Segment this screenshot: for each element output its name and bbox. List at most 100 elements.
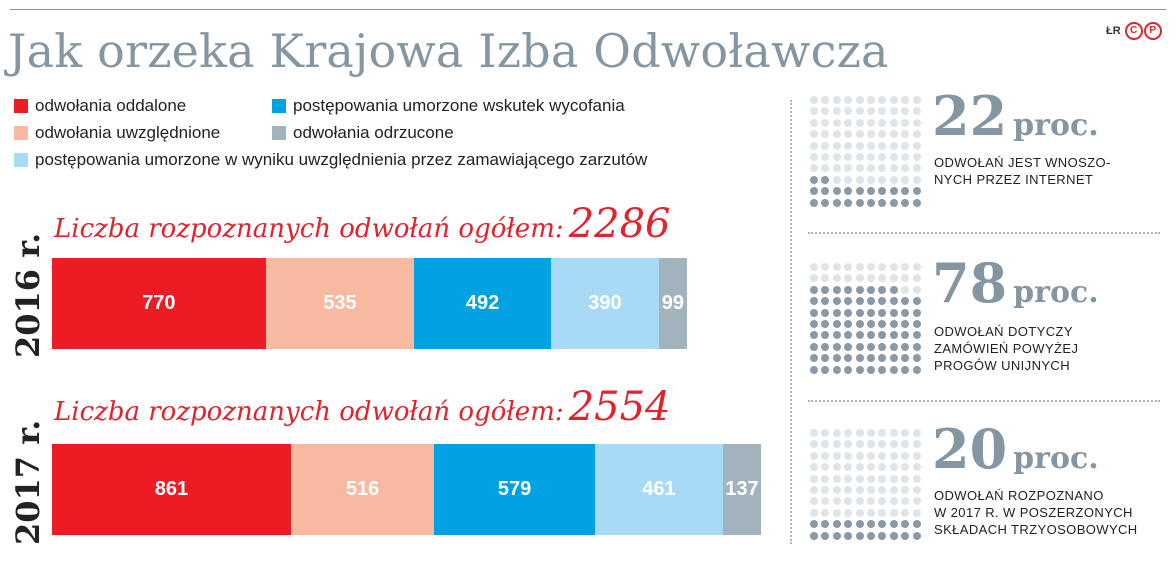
legend-swatch xyxy=(14,153,28,167)
stat-dot xyxy=(912,486,921,494)
stat-dot xyxy=(867,130,875,139)
stat-dot xyxy=(844,164,853,173)
legend-item-oddalone: odwołania oddalone xyxy=(14,96,186,116)
stat-dot xyxy=(867,497,875,506)
stat-dot xyxy=(810,331,818,340)
stat-dot xyxy=(912,365,921,374)
stat-dot xyxy=(889,474,898,483)
stat-dot xyxy=(855,320,864,328)
stat-dot xyxy=(855,164,864,173)
stat-dot xyxy=(821,198,830,207)
stat-dot xyxy=(867,429,875,437)
stat-dot xyxy=(844,130,853,139)
bar-value-label: 461 xyxy=(642,478,676,500)
logo-letter-c: C xyxy=(1124,22,1143,40)
stat-dot xyxy=(810,508,818,517)
stat-dot xyxy=(832,486,841,494)
stat-dot xyxy=(878,187,887,196)
legend-label: odwołania odrzucone xyxy=(293,123,454,142)
stat-dot xyxy=(889,107,898,116)
legend-swatch xyxy=(14,99,28,113)
stat-dot xyxy=(901,463,910,472)
stat-dot xyxy=(810,342,818,351)
stat-dot xyxy=(844,198,853,207)
stat-dot xyxy=(832,497,841,506)
stat-dot xyxy=(889,175,898,184)
stat-dot xyxy=(878,308,887,317)
stat-dot xyxy=(855,285,864,294)
stat-dot xyxy=(821,308,830,317)
stat-dot xyxy=(901,331,910,340)
chart-title-2017: Liczba rozpoznanych odwołań ogółem: 2554 xyxy=(54,384,671,430)
stat-dot xyxy=(867,297,875,306)
chart-total-value: 2554 xyxy=(568,384,671,430)
legend: odwołania oddalone odwołania uwzględnion… xyxy=(14,96,774,186)
stat-dot xyxy=(901,107,910,116)
stat-dot xyxy=(844,331,853,340)
stat-dot xyxy=(821,320,830,328)
bar-value-label: 579 xyxy=(497,478,532,500)
stat-dot xyxy=(901,497,910,506)
bar-value-label: 99 xyxy=(661,292,684,314)
stat-dot xyxy=(832,118,841,127)
stat-dot xyxy=(878,107,887,116)
stat-divider xyxy=(808,232,1160,234)
stat-dot xyxy=(912,440,921,449)
stat-dot xyxy=(867,520,875,529)
stat-dot xyxy=(889,153,898,161)
credits: ŁR C P xyxy=(1106,22,1162,40)
stat-dot xyxy=(901,474,910,483)
stat-dot xyxy=(855,508,864,517)
stat-value: 20 xyxy=(932,417,1008,481)
stat-line: ODWOŁAŃ ROZPOZNANO xyxy=(934,488,1104,503)
stat-dot xyxy=(912,531,921,540)
stat-dot xyxy=(889,96,898,104)
stat-dot xyxy=(912,520,921,529)
stat-dot xyxy=(821,531,830,540)
stat-dot xyxy=(821,354,830,363)
stat-dot xyxy=(878,263,887,271)
stat-internet: 22 proc. ODWOŁAŃ JEST WNOSZO- NYCH PRZEZ … xyxy=(810,84,1170,216)
stat-dot xyxy=(867,440,875,449)
stat-value: 22 xyxy=(932,84,1008,148)
legend-label: odwołania oddalone xyxy=(35,96,187,115)
stat-dot xyxy=(844,354,853,363)
stat-dot xyxy=(855,308,864,317)
stat-dot xyxy=(912,187,921,196)
stat-dot xyxy=(912,107,921,116)
stat-dot xyxy=(867,118,875,127)
stat-dot xyxy=(821,508,830,517)
legend-label: odwołania uwzględnione xyxy=(35,123,221,142)
dot-grid xyxy=(810,429,928,540)
stat-dot xyxy=(821,440,830,449)
stat-dot xyxy=(821,520,830,529)
bar-segment: 461 xyxy=(594,444,723,535)
stat-dot xyxy=(889,508,898,517)
bar-value-label: 535 xyxy=(323,292,357,314)
bar-segment: 579 xyxy=(434,444,595,535)
stat-dot xyxy=(912,297,921,306)
stat-dot xyxy=(844,320,853,328)
stat-description: ODWOŁAŃ ROZPOZNANO W 2017 R. W POSZERZON… xyxy=(934,487,1138,538)
stat-dot xyxy=(810,285,818,294)
stat-dot xyxy=(810,153,818,161)
stat-dot xyxy=(901,508,910,517)
stat-dot xyxy=(867,320,875,328)
stat-dot xyxy=(878,153,887,161)
stat-unit: proc. xyxy=(1013,441,1099,476)
stat-dot xyxy=(889,274,898,283)
stat-dot xyxy=(867,486,875,494)
stat-value: 78 xyxy=(932,251,1008,315)
stat-dot xyxy=(889,342,898,351)
stat-dot xyxy=(844,175,853,184)
stat-dot xyxy=(867,508,875,517)
stat-dot xyxy=(855,107,864,116)
stat-dot xyxy=(912,130,921,139)
bar-segment: 492 xyxy=(414,258,551,349)
stat-dot xyxy=(889,285,898,294)
stat-dot xyxy=(810,118,818,127)
stat-dot xyxy=(889,198,898,207)
stat-dot xyxy=(912,497,921,506)
stat-dot xyxy=(832,107,841,116)
stat-dot xyxy=(821,141,830,150)
